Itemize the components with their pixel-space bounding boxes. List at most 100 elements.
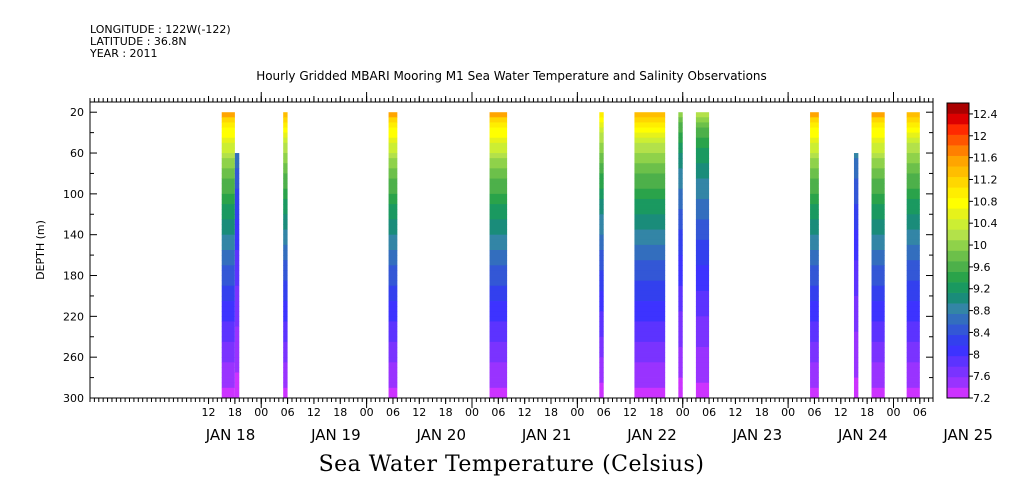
data-cell	[634, 352, 666, 358]
data-cell	[678, 158, 683, 164]
data-cell	[634, 244, 666, 251]
data-cell	[283, 168, 288, 174]
data-cell	[388, 234, 398, 241]
data-cell	[810, 127, 819, 134]
data-cell	[634, 341, 666, 348]
data-cell	[489, 357, 508, 363]
data-cell	[810, 321, 819, 327]
data-cell	[871, 336, 885, 343]
data-cell	[221, 280, 235, 287]
data-cell	[810, 306, 819, 312]
data-cell	[634, 326, 666, 333]
data-cell	[678, 336, 683, 343]
data-cell	[221, 367, 235, 373]
data-cell	[906, 198, 920, 205]
data-cell	[906, 387, 920, 394]
bottom-title: Sea Water Temperature (Celsius)	[318, 452, 705, 477]
data-cell	[388, 326, 398, 333]
data-cell	[234, 153, 240, 159]
data-cell	[599, 132, 604, 139]
date-label: JAN 20	[416, 426, 467, 444]
date-label: JAN 21	[521, 426, 572, 444]
colorbar: 12.4 12 11.6 11.2 10.8 10.4 10 9.6 9.2 8.8 8.4 8 7.6…	[946, 102, 998, 405]
data-cell	[283, 321, 288, 327]
data-cell	[871, 260, 885, 266]
data-cell	[283, 214, 288, 220]
data-cell	[283, 280, 288, 287]
data-cell	[678, 275, 683, 282]
data-cell	[871, 188, 885, 195]
data-cell	[810, 331, 819, 338]
data-cell	[388, 158, 398, 164]
data-cell	[388, 357, 398, 363]
data-cell	[489, 234, 508, 241]
data-cell	[678, 301, 683, 307]
data-cell	[695, 255, 710, 261]
data-cell	[221, 137, 235, 144]
data-cell	[489, 173, 508, 179]
data-cell	[634, 153, 666, 159]
colorbar-bin	[947, 303, 969, 315]
data-cell	[599, 229, 604, 236]
data-column	[906, 112, 920, 399]
data-cell	[695, 377, 710, 384]
data-cell	[599, 244, 604, 251]
data-cell	[599, 188, 604, 195]
data-cell	[853, 377, 859, 384]
data-cell	[234, 275, 240, 282]
data-cell	[695, 311, 710, 317]
data-cell	[283, 316, 288, 322]
y-tick-label: 180	[63, 270, 84, 283]
data-cell	[853, 275, 859, 282]
data-cell	[678, 331, 683, 338]
data-cell	[634, 229, 666, 236]
data-cell	[234, 331, 240, 338]
data-cell	[634, 117, 666, 123]
data-cell	[234, 301, 240, 307]
data-cell	[283, 382, 288, 389]
data-cell	[871, 301, 885, 307]
data-cell	[853, 346, 859, 353]
data-cell	[489, 377, 508, 384]
data-cell	[871, 137, 885, 144]
data-cell	[678, 265, 683, 271]
data-cell	[634, 306, 666, 312]
data-cell	[810, 188, 819, 195]
data-cell	[695, 341, 710, 348]
date-label: JAN 19	[310, 426, 361, 444]
data-cell	[221, 290, 235, 297]
data-cell	[906, 362, 920, 368]
data-cell	[810, 153, 819, 159]
data-cell	[871, 290, 885, 297]
data-cell	[871, 153, 885, 159]
data-cell	[599, 142, 604, 149]
data-cell	[221, 301, 235, 307]
data-cell	[810, 316, 819, 322]
data-column	[388, 112, 398, 399]
data-cell	[388, 173, 398, 179]
colorbar-bin	[947, 176, 969, 188]
x-tick-label: 06	[913, 406, 927, 419]
data-cell	[388, 112, 398, 118]
data-cell	[388, 372, 398, 378]
x-tick-label: 00	[676, 406, 690, 419]
data-cell	[871, 158, 885, 164]
data-cell	[599, 326, 604, 333]
data-cell	[871, 224, 885, 230]
data-cell	[599, 336, 604, 343]
data-cell	[810, 362, 819, 368]
data-cell	[283, 183, 288, 190]
data-cell	[810, 270, 819, 276]
data-cell	[871, 250, 885, 256]
x-tick-label: 18	[228, 406, 242, 419]
data-cell	[678, 382, 683, 389]
data-cell	[634, 137, 666, 144]
x-tick-label: 12	[834, 406, 848, 419]
y-tick-label: 100	[63, 188, 84, 201]
colorbar-bin	[947, 187, 969, 199]
data-cell	[678, 295, 683, 302]
data-cell	[906, 336, 920, 343]
colorbar-bin	[947, 334, 969, 346]
data-cell	[388, 387, 398, 394]
data-cell	[810, 290, 819, 297]
